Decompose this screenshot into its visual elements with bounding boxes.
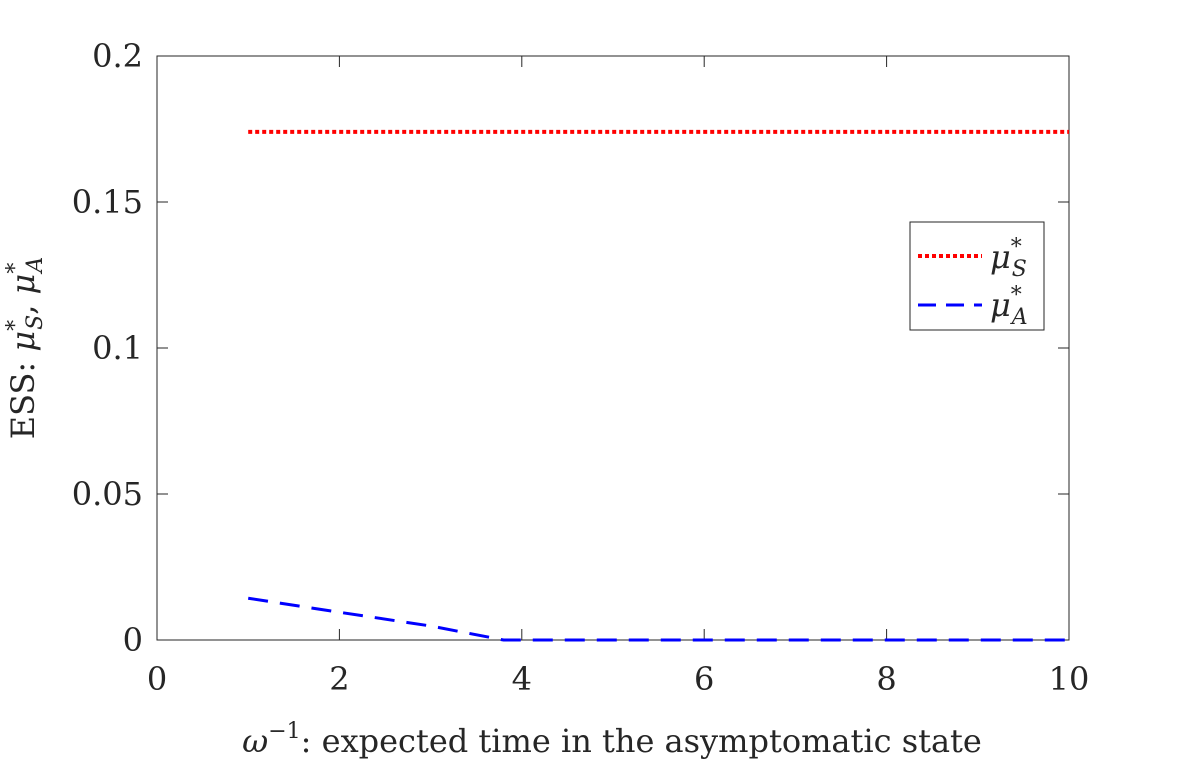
legend-label-mu-a: μ* A [990,283,1028,330]
x-axis-label: ω−1: expected time in the asymptomatic s… [242,719,982,760]
x-axis-omega: ω [242,722,268,760]
legend-label-mu-s: μ* S [990,235,1027,282]
y-tick-label: 0 [123,621,143,659]
x-tick-label: 0 [147,660,167,698]
x-tick-label: 2 [329,660,349,698]
x-tick-label: 8 [876,660,896,698]
y-axis-mu-a: μ [4,274,42,295]
legend-box [909,221,1045,331]
y-tick-label: 0.1 [92,329,143,367]
y-axis-mu-s-sup: * [3,320,28,331]
y-axis-mu-a-sup: * [3,263,28,274]
y-axis-mu-s: μ [4,331,42,352]
tick-labels: 0 2 4 6 8 10 0 0.05 0.1 0.15 0.2 [72,37,1090,698]
y-axis-mu-a-sub: A [23,257,48,275]
x-axis-omega-sup: −1 [268,719,300,744]
series-line-mu-a [247,596,1069,642]
series-layer [247,129,1069,642]
y-axis-label-sep: , [4,294,42,314]
y-axis-label-prefix: ESS: [4,352,42,440]
plot-area [156,55,1070,641]
x-tick-label: 10 [1049,660,1090,698]
x-tick-label: 6 [694,660,714,698]
y-tick-label: 0.2 [92,37,143,75]
legend: μ* S μ* A [909,221,1045,331]
x-tick-label: 4 [512,660,532,698]
y-tick-label: 0.15 [72,183,143,221]
x-axis-label-text: : expected time in the asymptomatic stat… [301,722,982,760]
y-tick-label: 0.05 [72,475,143,513]
y-axis-mu-s-sub: S [23,315,48,330]
y-axis-label: ESS: μ*S, μ*A [3,257,48,440]
